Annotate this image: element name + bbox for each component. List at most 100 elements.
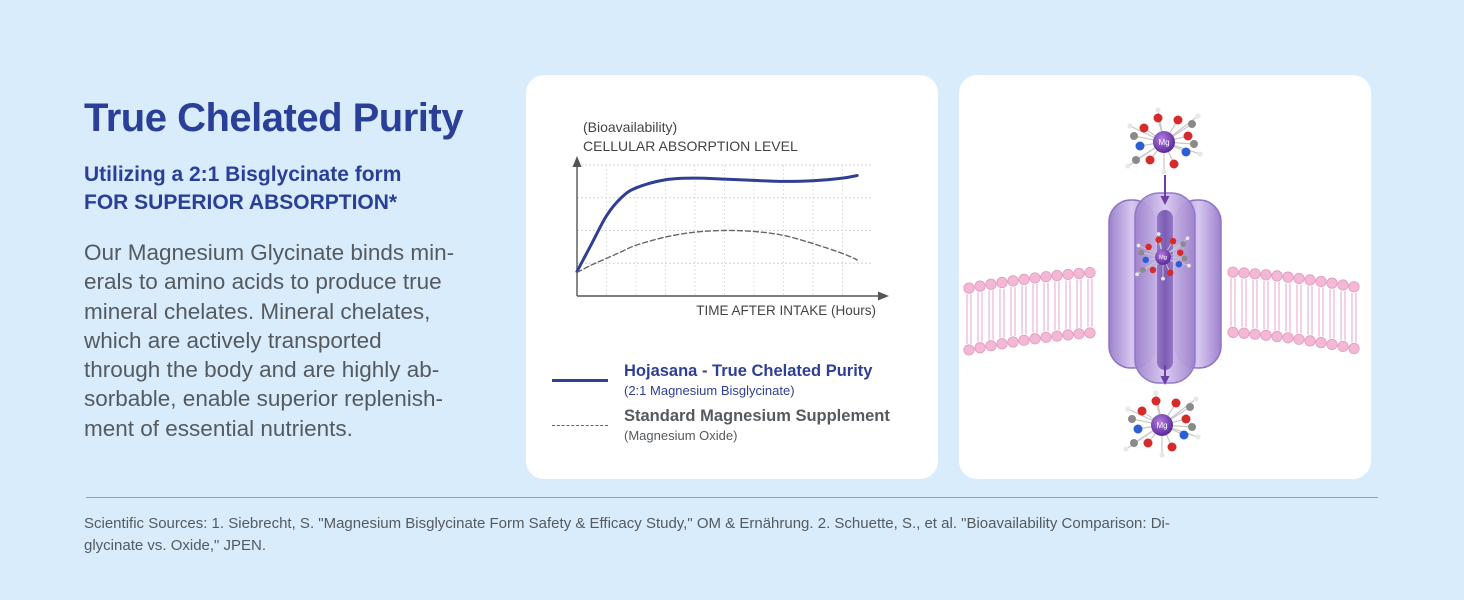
atom [1183, 131, 1193, 141]
lipid-head [963, 344, 975, 356]
lipid-head [1238, 327, 1250, 339]
atom [1155, 236, 1162, 243]
atom [1128, 415, 1136, 423]
atom [1135, 272, 1139, 277]
lipid-head [963, 282, 975, 294]
lipid-head [1007, 336, 1019, 348]
absorption-chart: (Bioavailability) CELLULAR ABSORPTION LE… [572, 119, 889, 318]
scientific-sources: Scientific Sources: 1. Siebrecht, S. "Ma… [84, 513, 1384, 557]
atom [1137, 406, 1147, 416]
lipid-tail [1241, 278, 1247, 328]
body-paragraph: Our Magnesium Glycinate binds min- erals… [84, 238, 484, 443]
protein-channel [1108, 192, 1222, 384]
atom [1188, 423, 1196, 431]
atom [1161, 169, 1167, 175]
lipid-tail [1087, 278, 1093, 327]
lipid-tail [1351, 292, 1357, 343]
lipid-tail [1032, 283, 1038, 333]
magnesium-atom [1151, 414, 1173, 436]
y-axis-label-1: (Bioavailability) [583, 119, 677, 135]
lipid-head [1271, 330, 1283, 343]
atom [1149, 266, 1157, 274]
atom [1135, 141, 1145, 151]
lipid-head [1271, 270, 1283, 282]
lipid-head [1348, 342, 1360, 355]
mg-label: Mg [1156, 421, 1167, 430]
lipid-tail [1076, 279, 1082, 328]
atom [1139, 267, 1146, 273]
atom [1193, 396, 1199, 402]
atom [1171, 398, 1181, 408]
atom [1153, 113, 1163, 123]
atom [1190, 140, 1198, 148]
body-line: mineral chelates. Mineral chelates, [84, 298, 431, 324]
atom [1123, 446, 1129, 452]
body-line: Our Magnesium Glycinate binds min- [84, 240, 455, 265]
atom [1138, 249, 1145, 256]
atom [1143, 438, 1153, 448]
lipid-head [985, 278, 997, 290]
subtitle-line-2: FOR SUPERIOR ABSORPTION* [84, 191, 398, 214]
series-line-hojasana [575, 173, 859, 273]
lipid-tail [1021, 285, 1027, 335]
atom [1133, 424, 1143, 434]
lipid-head [1315, 337, 1327, 349]
lipid-tail [1307, 285, 1313, 335]
lipid-head [1040, 331, 1052, 343]
atom [1185, 236, 1190, 241]
lipid-head [1227, 326, 1239, 338]
atom [1187, 263, 1191, 268]
legend-label: Standard Magnesium Supplement [624, 407, 890, 425]
lipid-tail [988, 290, 994, 340]
lipid-tail [1230, 278, 1236, 327]
lipid-head [1018, 334, 1030, 346]
lipid-tail [1274, 281, 1280, 331]
lipid-head [1018, 273, 1030, 285]
lipid-head [1293, 333, 1305, 345]
body-line: which are actively transported [84, 327, 382, 353]
mg-label: Mg [1158, 138, 1169, 147]
lipid-head [1249, 268, 1261, 280]
atom [1159, 452, 1165, 458]
atom [1186, 403, 1194, 411]
lipid-head [1084, 267, 1096, 279]
legend-swatch-dashed [552, 425, 608, 426]
chart-card: (Bioavailability) CELLULAR ABSORPTION LE… [526, 75, 938, 479]
footer-divider [86, 497, 1378, 498]
body-line: through the body and are highly ab- [84, 357, 440, 383]
mg-bisglycinate-molecule-top: Mg [1125, 107, 1203, 175]
y-axis-arrow [572, 156, 582, 167]
atom [1195, 113, 1201, 119]
lipid-head [996, 338, 1008, 350]
lipid-head [1337, 279, 1349, 291]
lipid-head [1040, 271, 1052, 283]
atom [1169, 159, 1179, 169]
atom [1180, 241, 1187, 247]
lipid-head [1084, 327, 1096, 339]
lipid-tail [1340, 290, 1346, 341]
body-line: erals to amino acids to produce true [84, 269, 442, 295]
atom [1132, 156, 1140, 164]
lipid-tail [977, 292, 983, 342]
transport-arrow-in [1160, 175, 1170, 205]
atom [1166, 269, 1174, 277]
atom [1136, 243, 1141, 248]
lipid-head [1249, 328, 1261, 340]
transport-arrow-out [1160, 365, 1170, 385]
sources-line-1: Scientific Sources: 1. Siebrecht, S. "Ma… [84, 515, 1170, 532]
lipid-tail [966, 294, 972, 344]
atom [1195, 434, 1201, 440]
lipid-head [1326, 277, 1338, 289]
lipid-head [1293, 272, 1305, 285]
atom [1173, 115, 1183, 125]
lipid-head [985, 340, 997, 352]
legend-swatch-solid [552, 379, 608, 382]
lipid-head [1238, 267, 1250, 279]
body-line: sorbable, enable superior replenish- [84, 386, 443, 412]
atom [1125, 406, 1131, 412]
lipid-head [1073, 267, 1085, 280]
membrane-channel-illustration: Mg Mg Mg [963, 107, 1360, 458]
lipid-tail [1065, 280, 1071, 329]
atom [1161, 276, 1165, 281]
mg-bisglycinate-molecule-channel: Mg [1135, 232, 1191, 281]
